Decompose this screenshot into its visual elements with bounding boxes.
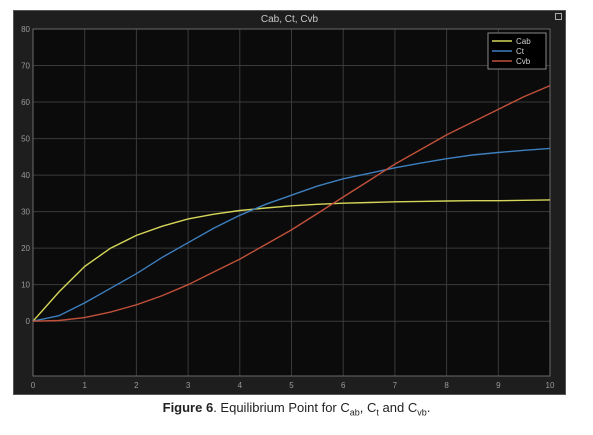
caption-suffix: . — [426, 400, 431, 415]
y-tick-label: 80 — [21, 25, 30, 34]
caption-text: . Equilibrium Point for C — [213, 400, 350, 415]
caption-sub-ab: ab — [349, 407, 360, 418]
series-line-cab — [32, 199, 551, 322]
legend-label-cvb: Cvb — [516, 57, 531, 66]
x-tick-label: 6 — [341, 381, 346, 390]
y-tick-label: 20 — [21, 244, 30, 253]
x-tick-label: 1 — [82, 381, 87, 390]
y-tick-label: 30 — [21, 208, 30, 217]
legend-label-cab: Cab — [516, 37, 531, 46]
series-line-ct — [32, 147, 551, 322]
caption-label: Figure 6 — [162, 400, 214, 415]
scope-window: Cab, Ct, Cvb 0 1 2 3 4 5 6 7 8 9 10 0 10 20 30 40 50 60 70… — [13, 10, 566, 395]
x-tick-label: 0 — [31, 381, 36, 390]
x-tick-label: 9 — [496, 381, 501, 390]
y-tick-label: 40 — [21, 171, 30, 180]
window-dock-icon[interactable] — [555, 13, 562, 20]
y-tick-label: 70 — [21, 62, 30, 71]
series-line-cvb — [32, 84, 551, 322]
caption-sep1: , C — [359, 400, 377, 415]
caption-sub-vb: vb — [417, 407, 427, 418]
chart-title: Cab, Ct, Cvb — [260, 14, 319, 25]
plot-frame — [32, 28, 551, 377]
x-tick-label: 3 — [186, 381, 191, 390]
legend-label-ct: Ct — [516, 47, 525, 56]
x-tick-label: 7 — [393, 381, 398, 390]
y-tick-label: 50 — [21, 135, 30, 144]
x-tick-label: 2 — [134, 381, 139, 390]
figure-caption: Figure 6. Equilibrium Point for Cab, Ct … — [0, 400, 593, 418]
y-tick-label: 10 — [21, 281, 30, 290]
x-tick-label: 5 — [289, 381, 294, 390]
caption-sep2: and C — [378, 400, 418, 415]
caption-sub-t: t — [376, 407, 379, 418]
y-tick-label: 0 — [26, 317, 31, 326]
y-tick-label: 60 — [21, 98, 30, 107]
x-tick-label: 4 — [238, 381, 243, 390]
x-tick-label: 10 — [546, 381, 555, 390]
x-tick-label: 8 — [444, 381, 449, 390]
